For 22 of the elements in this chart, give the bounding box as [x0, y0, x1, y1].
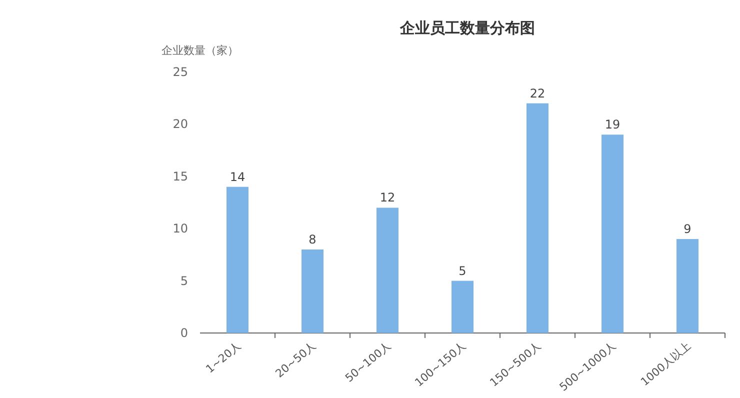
y-tick-label: 15 [172, 169, 188, 184]
data-label: 9 [684, 222, 692, 236]
bar [452, 280, 474, 333]
y-axis-title: 企业数量（家） [162, 44, 238, 57]
y-tick-label: 25 [172, 65, 188, 79]
bar [302, 249, 324, 333]
bar [226, 186, 248, 333]
y-tick-label: 0 [180, 326, 188, 340]
data-label: 12 [380, 190, 396, 205]
data-label: 22 [530, 86, 546, 100]
y-tick-label: 10 [172, 222, 188, 236]
chart-title: 企业员工数量分布图 [399, 19, 535, 37]
data-label: 14 [230, 170, 246, 184]
y-tick-label: 5 [180, 274, 188, 288]
bar [526, 103, 548, 333]
bar [376, 208, 398, 333]
bar [602, 134, 624, 333]
bar [676, 239, 698, 333]
y-tick-label: 20 [172, 117, 188, 132]
data-label: 5 [458, 264, 466, 278]
data-label: 8 [308, 232, 316, 246]
data-label: 19 [604, 118, 620, 132]
